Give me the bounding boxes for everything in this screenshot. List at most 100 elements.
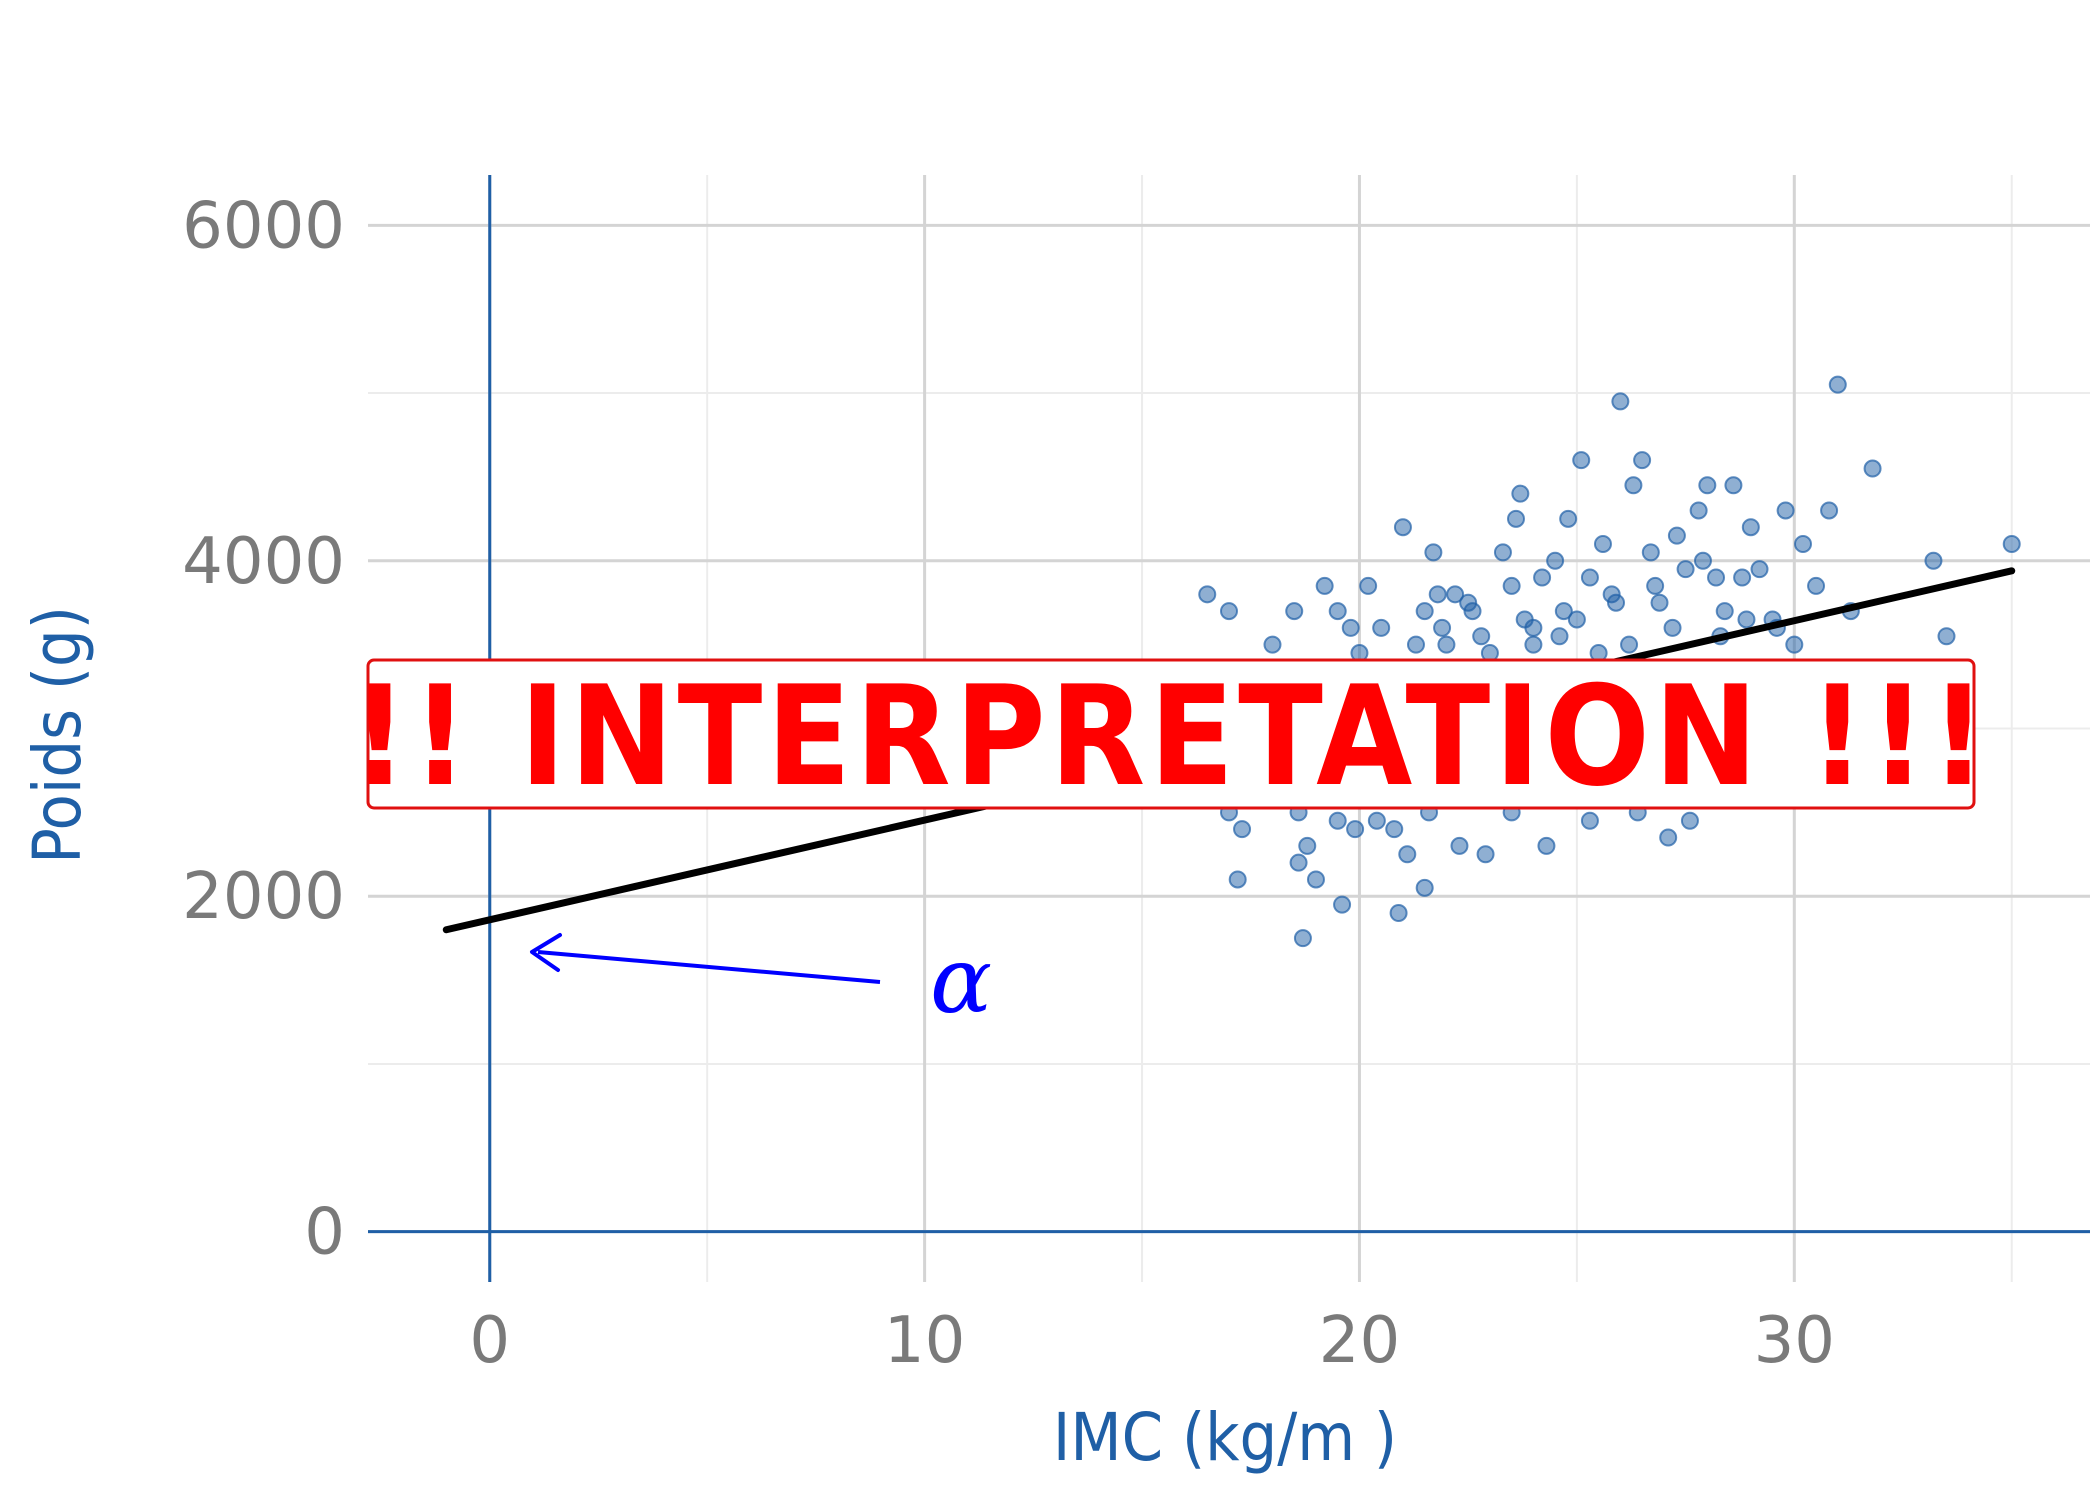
data-point [1341,618,1360,637]
data-point [1676,560,1695,579]
data-point [1807,576,1826,595]
data-point [1667,526,1686,545]
data-point [1633,451,1652,470]
data-point [1346,820,1365,839]
data-point [1620,635,1639,654]
data-point [1689,501,1708,520]
data-point [1650,593,1669,612]
data-point [1533,568,1552,587]
data-point [1707,568,1726,587]
data-point [1450,836,1469,855]
data-point [1511,484,1530,503]
data-point [1580,568,1599,587]
data-point [1567,610,1586,629]
data-point [1537,836,1556,855]
alpha-arrow-head-icon [530,933,562,972]
data-point [1546,551,1565,570]
data-point [1472,627,1491,646]
data-point [1924,551,1943,570]
alpha-arrow-line [537,950,881,984]
data-point [1572,451,1591,470]
data-point [1794,535,1812,553]
data-point [1641,543,1660,562]
data-point [1285,602,1304,621]
alpha-annotation: α [530,927,992,1034]
data-point [1820,501,1839,520]
data-point [1289,853,1308,872]
data-point [1607,593,1626,612]
banner-box [366,658,1976,810]
data-point [1733,568,1752,587]
data-point [1611,392,1630,411]
data-point [1737,610,1756,629]
data-point [1415,878,1434,897]
data-point [1550,627,1569,646]
data-point [1580,811,1599,830]
data-point [1228,870,1247,889]
data-point [1315,576,1334,595]
data-point [1372,618,1391,637]
data-point [1502,576,1521,595]
data-point [1367,811,1386,830]
data-point [1459,593,1478,612]
data-point [1698,476,1717,495]
data-point [1198,585,1217,604]
interpretation-banner: !! INTERPRETATION !!! [351,656,1991,817]
data-point [1328,811,1347,830]
data-point [2002,535,2021,553]
data-point [1433,618,1452,637]
data-point [1446,585,1465,604]
y-axis-title: Poids (g) [19,606,96,864]
data-point [1233,820,1252,839]
data-point [1437,635,1456,654]
y-tick-label: 2000 [182,860,345,934]
data-point [1493,543,1512,562]
data-point [1937,627,1956,646]
y-tick-label: 6000 [182,189,345,263]
data-point [1398,845,1417,864]
data-point [1624,476,1643,495]
alpha-label: α [930,927,992,1034]
y-tick-label: 0 [304,1196,345,1270]
data-point [1785,635,1804,654]
y-tick-label: 4000 [182,525,345,599]
data-point [1515,610,1534,629]
banner-text: !! INTERPRETATION !!! [351,656,1991,817]
data-point [1393,518,1412,537]
x-axis-title: IMC (kg/m ) [1053,1399,1397,1476]
data-point [1593,535,1612,553]
data-point [1406,635,1425,654]
data-point [1659,828,1678,847]
data-point [1715,602,1734,621]
data-point [1554,602,1573,621]
data-point [1693,551,1712,570]
data-point [1415,602,1434,621]
data-point [1424,543,1443,562]
data-point [1428,585,1447,604]
data-point [1559,509,1578,528]
x-tick-label: 10 [884,1304,965,1378]
data-point [1298,836,1317,855]
data-point [1524,635,1543,654]
data-point [1359,576,1378,595]
x-tick-label: 20 [1319,1304,1400,1378]
data-point [1293,929,1312,948]
tick-labels-layer: 0 10 20 30 0 2000 4000 6000 [182,189,1835,1378]
x-tick-label: 30 [1754,1304,1835,1378]
data-point [1476,845,1495,864]
data-point [1680,811,1699,830]
data-point [1724,476,1743,495]
x-tick-label: 0 [469,1304,510,1378]
data-point [1385,820,1404,839]
data-point [1389,904,1408,922]
points-layer [1198,375,2021,948]
data-point [1507,509,1525,528]
data-point [1333,895,1352,914]
data-point [1741,518,1760,537]
data-point [1263,635,1282,654]
data-point [1328,602,1347,621]
data-point [1863,459,1882,478]
data-point [1828,375,1847,394]
